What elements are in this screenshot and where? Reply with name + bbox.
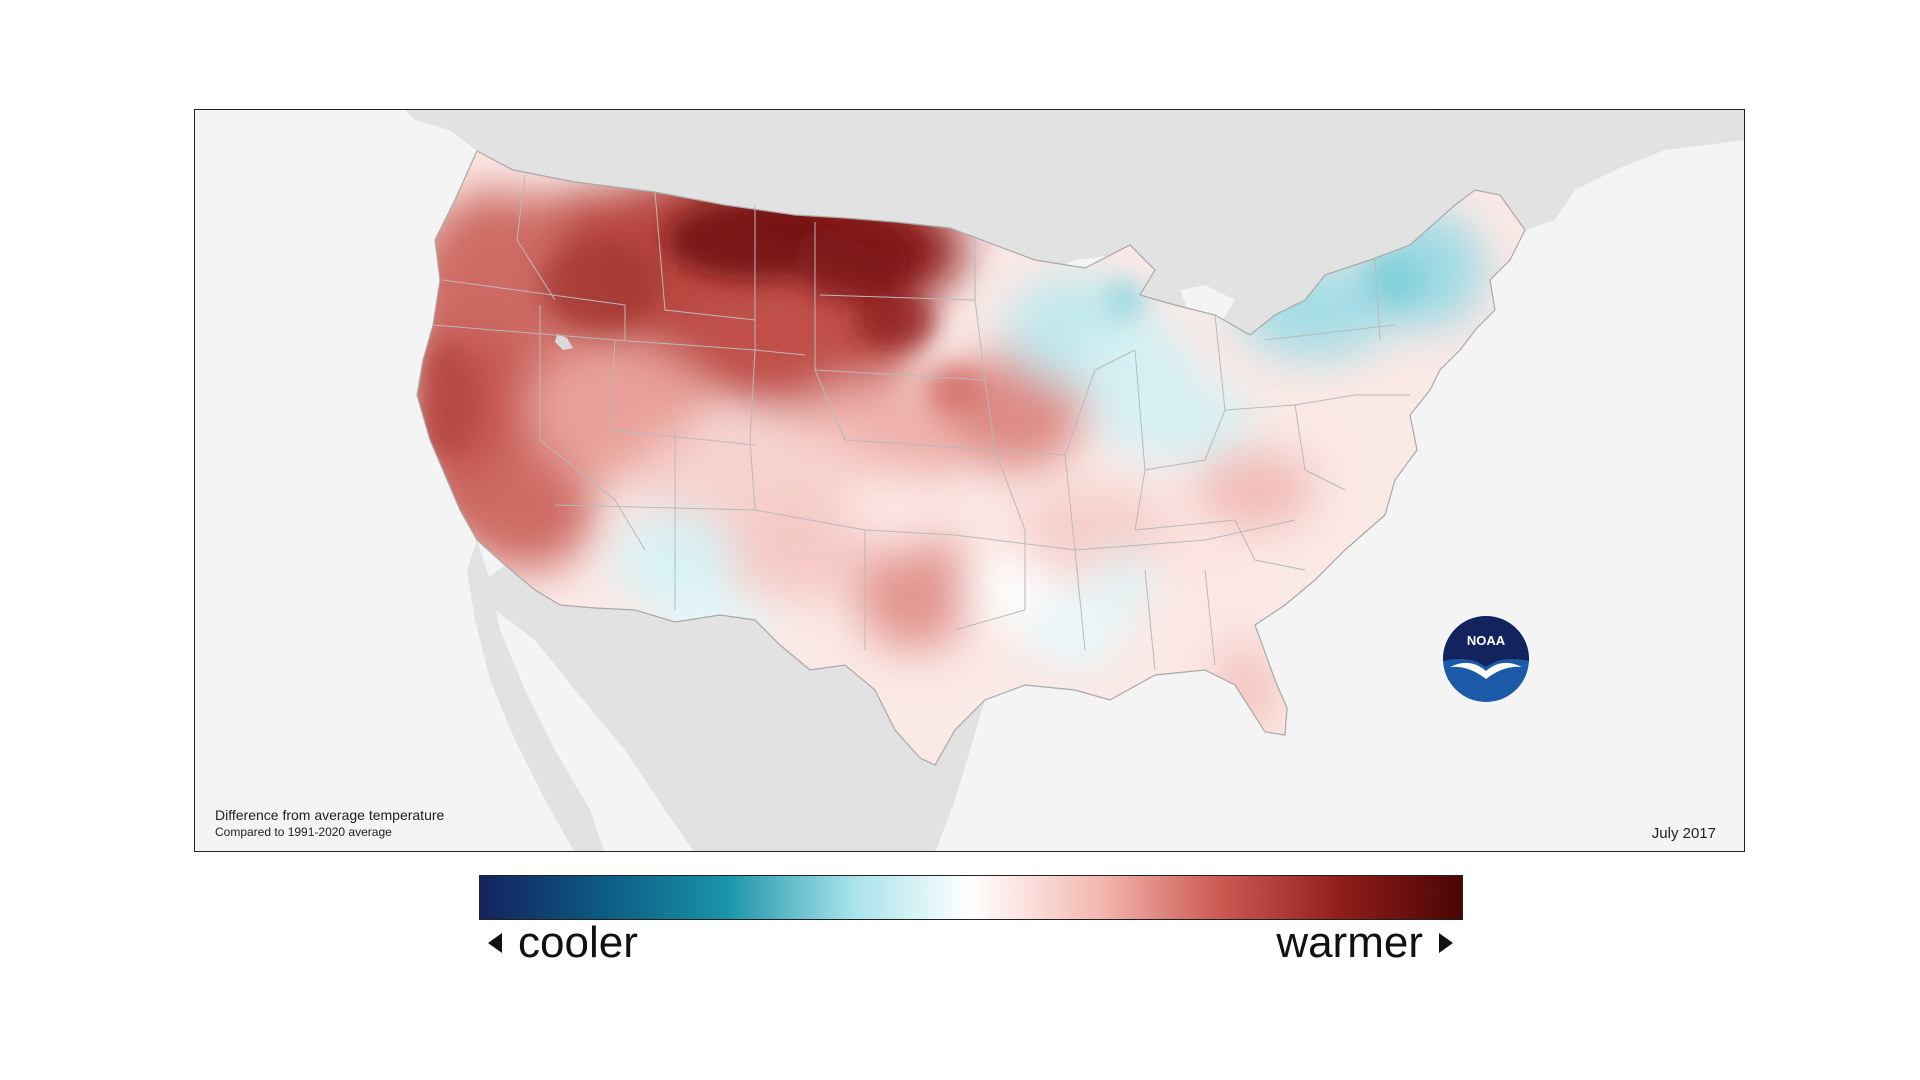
legend-color-bar xyxy=(479,875,1463,920)
map-date-label: July 2017 xyxy=(1651,825,1716,842)
state-borders xyxy=(432,174,1410,671)
usa-coastline xyxy=(416,150,1526,766)
legend-cooler-label: cooler xyxy=(518,918,638,967)
legend-cooler: cooler xyxy=(488,918,638,968)
canada-landmass xyxy=(405,110,1744,335)
map-caption-title: Difference from average temperature xyxy=(215,807,445,823)
temperature-anomaly-map: Difference from average temperature Comp… xyxy=(194,109,1745,852)
canada-east xyxy=(1425,110,1744,230)
usa-anomaly-field xyxy=(417,151,1525,765)
noaa-logo-text: NOAA xyxy=(1467,633,1506,648)
triangle-right-icon xyxy=(1439,933,1453,953)
surrounding-land xyxy=(405,110,1744,851)
baja-peninsula xyxy=(467,540,605,851)
mexico-landmass xyxy=(485,565,985,851)
legend-warmer: warmer xyxy=(1276,918,1453,968)
map-canvas xyxy=(405,110,1744,851)
legend-warmer-label: warmer xyxy=(1276,918,1423,967)
map-caption-subtitle: Compared to 1991-2020 average xyxy=(215,825,392,839)
great-salt-lake xyxy=(555,334,573,350)
triangle-left-icon xyxy=(488,933,502,953)
noaa-logo-icon: NOAA xyxy=(1443,616,1529,702)
